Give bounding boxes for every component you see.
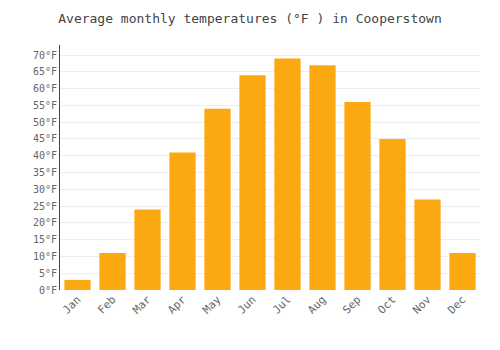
svg-text:40°F: 40°F: [33, 150, 57, 161]
svg-text:25°F: 25°F: [33, 201, 57, 212]
svg-text:Sep: Sep: [340, 293, 363, 316]
svg-text:Mar: Mar: [130, 293, 154, 317]
svg-text:30°F: 30°F: [33, 184, 57, 195]
svg-text:10°F: 10°F: [33, 251, 57, 262]
svg-text:5°F: 5°F: [39, 268, 57, 279]
svg-text:Jun: Jun: [235, 293, 258, 316]
svg-text:Jul: Jul: [270, 293, 293, 316]
svg-text:0°F: 0°F: [39, 285, 57, 296]
svg-text:55°F: 55°F: [33, 100, 57, 111]
svg-text:Aug: Aug: [305, 293, 328, 316]
svg-text:Dec: Dec: [445, 293, 468, 316]
svg-text:Nov: Nov: [410, 293, 434, 317]
svg-text:Average monthly temperatures (: Average monthly temperatures (°F ) in Co…: [58, 11, 442, 26]
svg-text:Apr: Apr: [165, 293, 189, 317]
svg-text:70°F: 70°F: [33, 50, 57, 61]
svg-text:May: May: [200, 293, 224, 317]
svg-text:Oct: Oct: [375, 293, 398, 316]
svg-text:Feb: Feb: [95, 293, 118, 316]
svg-text:15°F: 15°F: [33, 234, 57, 245]
svg-text:35°F: 35°F: [33, 167, 57, 178]
svg-text:65°F: 65°F: [33, 66, 57, 77]
svg-text:60°F: 60°F: [33, 83, 57, 94]
svg-text:50°F: 50°F: [33, 117, 57, 128]
svg-text:20°F: 20°F: [33, 217, 57, 228]
svg-text:45°F: 45°F: [33, 133, 57, 144]
svg-text:Jan: Jan: [60, 293, 83, 316]
